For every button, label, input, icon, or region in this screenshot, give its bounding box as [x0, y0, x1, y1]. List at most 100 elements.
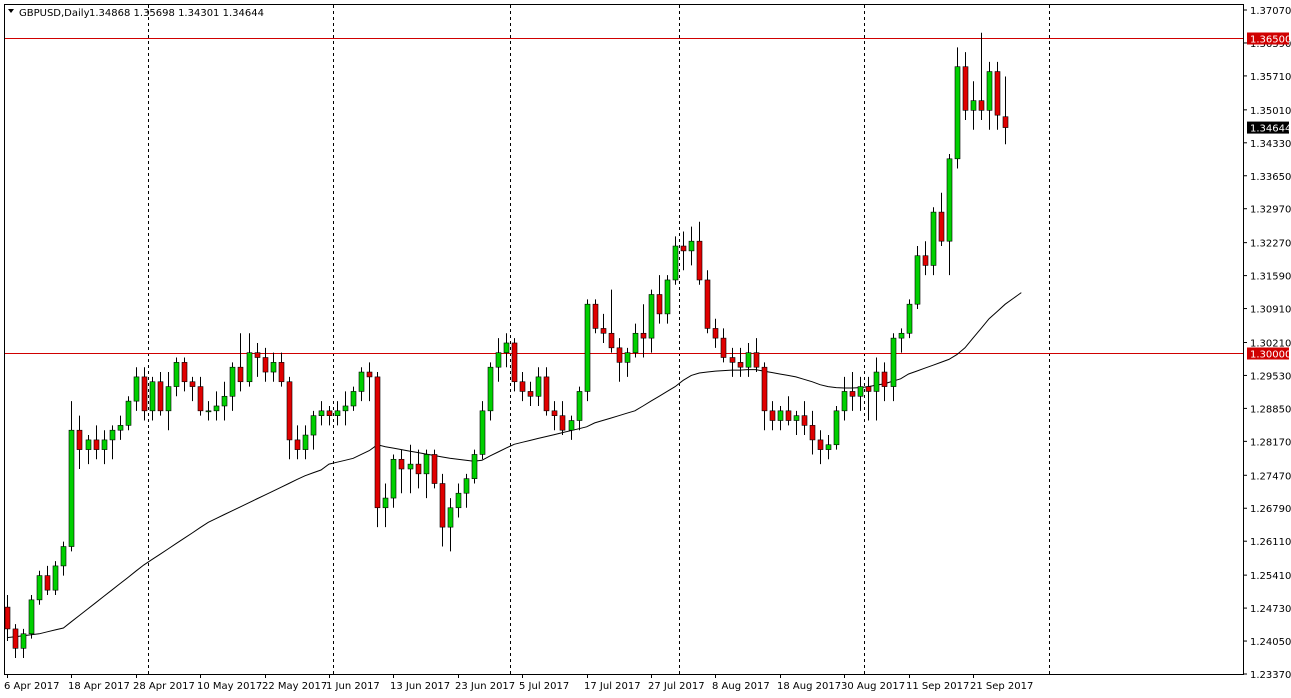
candle-43 [350, 386, 357, 411]
x-tick-label-13: 30 Aug 2017 [841, 681, 905, 692]
triangle-down-icon[interactable] [8, 9, 14, 13]
candle-88 [712, 318, 719, 348]
candle-body-87 [704, 279, 711, 329]
candle-body-78 [632, 332, 639, 353]
candle-38 [310, 410, 317, 450]
y-tick-label-13: 1.28170 [1250, 437, 1291, 448]
candle-body-53 [431, 454, 438, 484]
candle-body-26 [213, 405, 220, 412]
candle-body-23 [189, 381, 196, 387]
candle-body-72 [584, 303, 591, 392]
y-tick-label-9: 1.30910 [1250, 305, 1291, 316]
candle-52 [423, 449, 430, 499]
candle-body-3 [28, 599, 35, 635]
candle-body-47 [382, 497, 389, 509]
candle-25 [205, 401, 212, 421]
y-tick-label-8: 1.31590 [1250, 272, 1291, 283]
x-tick-label-14: 11 Sep 2017 [906, 681, 969, 692]
candle-body-34 [278, 362, 285, 383]
candle-103 [833, 405, 840, 450]
candle-body-100 [809, 425, 816, 441]
y-tick-label-2: 1.35710 [1250, 72, 1291, 83]
candle-body-16 [133, 376, 140, 402]
candle-57 [463, 473, 470, 508]
candle-body-97 [785, 410, 792, 421]
x-axis: 6 Apr 2017 18 Apr 2017 28 Apr 2017 10 May 2… [4, 674, 1033, 692]
candle-91 [737, 347, 744, 377]
candle-body-122 [986, 71, 993, 111]
candle-body-22 [181, 362, 188, 383]
horizontal-line-label-1: 1.30000 [1250, 350, 1291, 361]
candle-35 [286, 376, 293, 460]
candle-body-0 [4, 606, 11, 630]
candle-96 [777, 405, 784, 431]
candle-113 [914, 246, 921, 310]
candle-114 [922, 241, 929, 276]
x-tick-label-10: 27 Jul 2017 [648, 681, 705, 692]
y-tick-label-12: 1.28850 [1250, 404, 1291, 415]
candle-body-48 [390, 458, 397, 499]
candle-body-115 [930, 211, 937, 266]
candle-79 [640, 304, 647, 358]
candle-73 [592, 299, 599, 334]
candle-body-84 [680, 245, 687, 252]
candle-26 [213, 391, 220, 421]
candle-body-102 [825, 444, 832, 450]
candle-93 [753, 338, 760, 373]
y-tick-label-0: 1.37070 [1250, 6, 1291, 17]
candle-body-73 [592, 303, 599, 329]
candle-111 [898, 328, 905, 353]
candle-49 [398, 449, 405, 494]
candle-body-33 [270, 362, 277, 373]
y-tick-label-20: 1.23370 [1250, 670, 1291, 681]
candle-body-27 [221, 395, 228, 407]
candle-110 [890, 333, 897, 402]
candle-body-4 [36, 575, 43, 601]
candle-45 [366, 362, 373, 402]
candle-body-116 [938, 211, 945, 242]
candle-46 [374, 372, 381, 528]
candle-76 [616, 338, 623, 382]
candle-29 [237, 333, 244, 392]
candle-37 [302, 425, 309, 460]
candle-55 [447, 498, 454, 552]
candle-75 [608, 289, 615, 353]
candle-77 [624, 347, 631, 377]
candle-body-76 [616, 347, 623, 363]
candle-59 [479, 401, 486, 460]
candle-65 [527, 381, 534, 406]
candle-body-52 [423, 454, 430, 475]
candle-body-43 [350, 391, 357, 407]
y-tick-label-7: 1.32270 [1250, 239, 1291, 250]
candle-82 [664, 275, 671, 324]
candle-body-89 [720, 337, 727, 358]
candle-28 [229, 362, 236, 411]
candle-108 [873, 357, 880, 421]
candle-121 [978, 32, 985, 121]
candle-body-11 [93, 439, 100, 450]
candle-body-80 [648, 294, 655, 339]
candle-body-35 [286, 381, 293, 441]
candle-19 [157, 372, 164, 416]
candle-80 [648, 289, 655, 353]
candle-body-65 [527, 391, 534, 397]
candle-23 [189, 376, 196, 402]
candle-32 [262, 347, 269, 382]
chart-header: GBPUSD,Daily 1.34868 1.35698 1.34301 1.3… [8, 8, 264, 19]
y-tick-label-3: 1.35010 [1250, 106, 1291, 117]
candle-124 [1002, 76, 1009, 145]
candle-body-39 [318, 410, 325, 416]
candle-body-30 [246, 352, 253, 383]
candle-120 [970, 81, 977, 130]
candle-85 [688, 226, 695, 266]
candle-62 [503, 333, 510, 368]
candle-body-114 [922, 255, 929, 266]
candle-body-90 [729, 357, 736, 363]
candle-body-21 [173, 362, 180, 387]
candle-body-92 [745, 352, 752, 368]
candle-61 [495, 338, 502, 382]
candle-body-108 [873, 371, 880, 392]
candle-body-29 [237, 366, 244, 383]
